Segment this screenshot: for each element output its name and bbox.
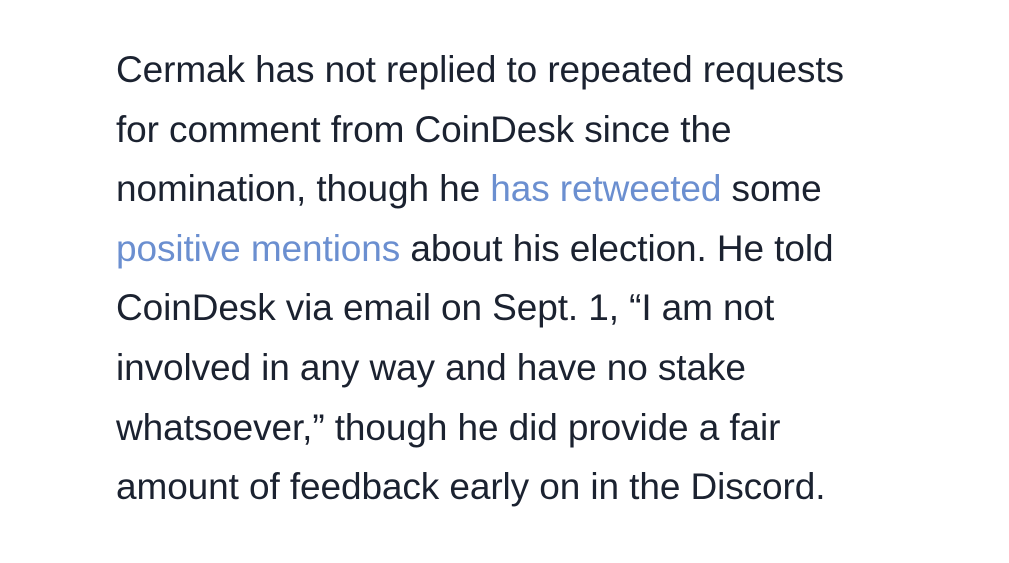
positive-mentions-link[interactable]: positive mentions xyxy=(116,227,401,269)
paragraph-line-3: nomination, though he has retweeted some xyxy=(116,159,996,219)
paragraph-line-6: involved in any way and have no stake xyxy=(116,346,746,388)
paragraph-line-8: amount of feedback early on in the Disco… xyxy=(116,466,826,508)
paragraph-line-2: for comment from CoinDesk since the xyxy=(116,108,732,150)
paragraph-line-1: Cermak has not replied to repeated reque… xyxy=(116,49,844,90)
has-retweeted-link[interactable]: has retweeted xyxy=(490,168,722,210)
paragraph-line-7: whatsoever,” though he did provide a fai… xyxy=(116,406,781,448)
article-paragraph: Cermak has not replied to repeated reque… xyxy=(116,40,996,517)
paragraph-line-5: CoinDesk via email on Sept. 1, “I am not xyxy=(116,287,775,329)
paragraph-text: nomination, though he xyxy=(116,168,491,210)
paragraph-text: some xyxy=(721,168,822,210)
paragraph-text: about his election. He told xyxy=(400,227,834,269)
paragraph-line-4: positive mentions about his election. He… xyxy=(116,219,996,279)
